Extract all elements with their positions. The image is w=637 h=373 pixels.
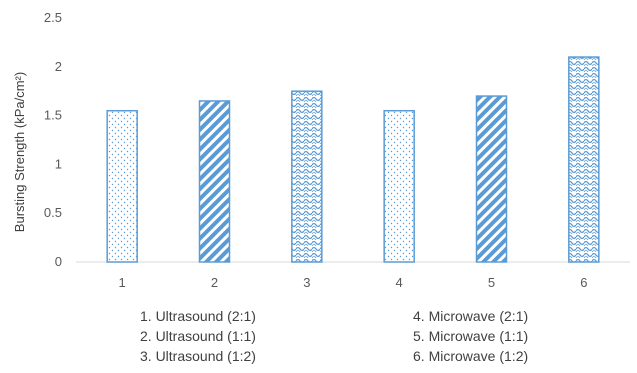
y-tick-label: 0 bbox=[55, 254, 62, 269]
x-tick-label: 5 bbox=[488, 275, 495, 290]
legend-item-4: 4. Microwave (2:1) bbox=[413, 308, 529, 324]
legend-item-2: 2. Ultrasound (1:1) bbox=[140, 328, 256, 344]
legend-left: 1. Ultrasound (2:1) 2. Ultrasound (1:1) … bbox=[140, 308, 256, 365]
x-tick-label: 3 bbox=[303, 275, 310, 290]
legend-item-6: 6. Microwave (1:2) bbox=[413, 348, 529, 364]
legend-item-1: 1. Ultrasound (2:1) bbox=[140, 308, 256, 324]
bar-1 bbox=[106, 109, 138, 263]
y-axis-label: Bursting Strength (kPa/cm²) bbox=[12, 72, 27, 232]
bars bbox=[106, 56, 600, 263]
x-tick-label: 2 bbox=[211, 275, 218, 290]
y-axis-ticks: 0 0.5 1 1.5 2 2.5 bbox=[44, 10, 62, 269]
y-tick-label: 2.5 bbox=[44, 10, 62, 25]
x-tick-label: 6 bbox=[580, 275, 587, 290]
bar-5 bbox=[475, 95, 508, 263]
legend-right: 4. Microwave (2:1) 5. Microwave (1:1) 6.… bbox=[413, 308, 528, 365]
legend-item-5: 5. Microwave (1:1) bbox=[413, 328, 529, 344]
y-tick-label: 1 bbox=[55, 156, 62, 171]
bar-4 bbox=[383, 109, 415, 263]
y-tick-label: 0.5 bbox=[44, 205, 62, 220]
y-tick-label: 2 bbox=[55, 59, 62, 74]
x-tick-label: 1 bbox=[119, 275, 126, 290]
bar-3 bbox=[291, 90, 323, 263]
bar-6 bbox=[568, 56, 600, 263]
bar-2 bbox=[198, 100, 231, 263]
legend-item-3: 3. Ultrasound (1:2) bbox=[140, 348, 256, 364]
x-axis-ticks: 1 2 3 4 5 6 bbox=[119, 275, 588, 290]
x-tick-label: 4 bbox=[396, 275, 403, 290]
y-tick-label: 1.5 bbox=[44, 108, 62, 123]
